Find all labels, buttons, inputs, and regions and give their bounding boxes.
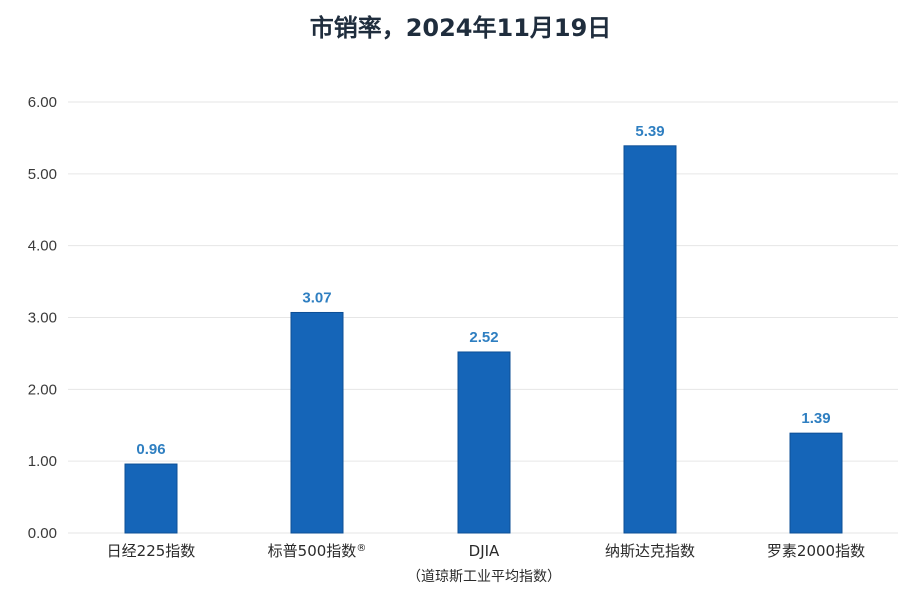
bar xyxy=(623,145,677,534)
x-category-label: 标普500指数® xyxy=(268,542,367,560)
bar xyxy=(457,351,511,534)
data-label: 0.96 xyxy=(136,441,165,458)
data-label: 2.52 xyxy=(469,329,498,346)
x-axis-labels: 日经225指数 标普500指数® DJIA （道琼斯工业平均指数） 纳斯达克指数 罗素20… xyxy=(107,542,865,585)
x-category-label: DJIA xyxy=(469,542,500,560)
data-label: 3.07 xyxy=(302,289,331,306)
y-tick-label: 1.00 xyxy=(28,453,57,470)
x-category-label: 纳斯达克指数 xyxy=(605,542,695,560)
y-tick-label: 2.00 xyxy=(28,381,57,398)
y-tick-label: 0.00 xyxy=(28,525,57,542)
x-category-label: 日经225指数 xyxy=(107,542,196,560)
bar xyxy=(124,463,178,534)
y-tick-label: 6.00 xyxy=(28,94,57,111)
bar xyxy=(290,311,344,534)
x-category-label: 罗素2000指数 xyxy=(767,542,865,560)
y-tick-label: 3.00 xyxy=(28,310,57,327)
data-label: 5.39 xyxy=(635,123,664,140)
y-tick-label: 5.00 xyxy=(28,166,57,183)
y-tick-label: 4.00 xyxy=(28,238,57,255)
x-category-sublabel: （道琼斯工业平均指数） xyxy=(407,569,561,585)
chart-title: 市销率，2024年11月19日 xyxy=(309,14,612,42)
bar xyxy=(789,432,843,534)
y-axis-ticks: 0.00 1.00 2.00 3.00 4.00 5.00 6.00 xyxy=(28,94,57,542)
bars xyxy=(124,145,843,534)
data-labels: 0.96 3.07 2.52 5.39 1.39 xyxy=(136,123,830,458)
data-label: 1.39 xyxy=(801,410,830,427)
